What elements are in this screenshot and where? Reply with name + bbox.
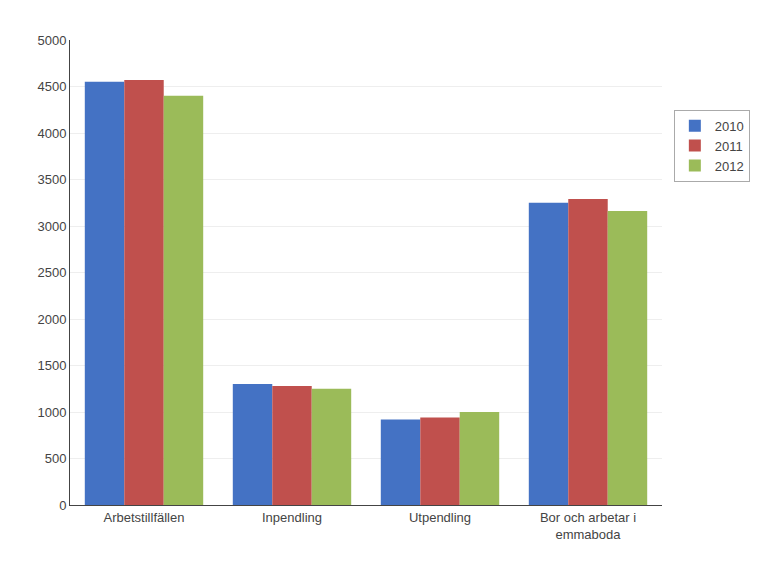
svg-text:2012: 2012 bbox=[715, 159, 744, 174]
svg-text:Arbetstillfällen: Arbetstillfällen bbox=[104, 510, 185, 525]
svg-text:500: 500 bbox=[45, 451, 67, 466]
svg-text:Bor och arbetar iemmaboda: Bor och arbetar iemmaboda bbox=[540, 510, 636, 542]
svg-text:Inpendling: Inpendling bbox=[262, 510, 322, 525]
svg-text:2500: 2500 bbox=[37, 265, 66, 280]
svg-text:4000: 4000 bbox=[37, 126, 66, 141]
svg-text:4500: 4500 bbox=[37, 79, 66, 94]
svg-text:3000: 3000 bbox=[37, 219, 66, 234]
svg-text:1000: 1000 bbox=[37, 405, 66, 420]
svg-text:2011: 2011 bbox=[715, 139, 743, 154]
svg-text:Utpendling: Utpendling bbox=[409, 510, 471, 525]
svg-text:1500: 1500 bbox=[37, 358, 66, 373]
svg-text:3500: 3500 bbox=[37, 172, 66, 187]
svg-text:2010: 2010 bbox=[715, 119, 744, 134]
svg-text:0: 0 bbox=[59, 498, 66, 513]
svg-text:5000: 5000 bbox=[37, 33, 66, 48]
svg-text:2000: 2000 bbox=[37, 312, 66, 327]
